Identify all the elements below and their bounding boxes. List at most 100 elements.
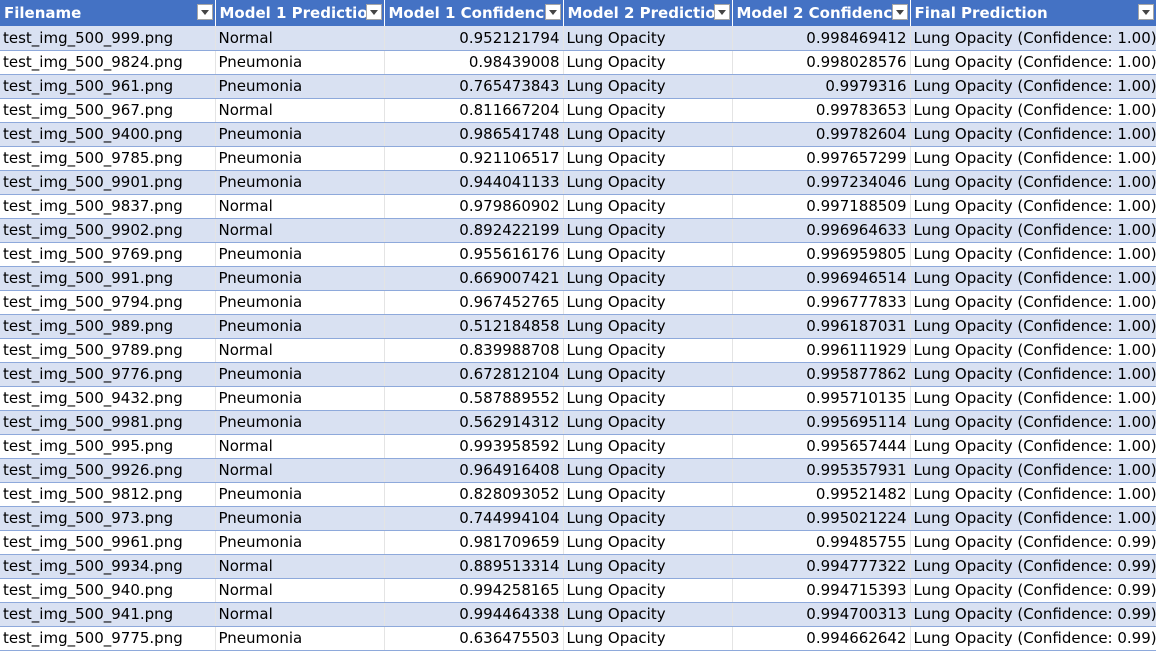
cell-model2-confidence[interactable]: 0.996959805 — [732, 242, 911, 267]
cell-filename[interactable]: test_img_500_995.png — [0, 434, 216, 459]
cell-model2-prediction[interactable]: Lung Opacity — [563, 458, 733, 483]
cell-model1-prediction[interactable]: Normal — [215, 578, 385, 603]
cell-model2-prediction[interactable]: Lung Opacity — [563, 74, 733, 99]
cell-model1-prediction[interactable]: Pneumonia — [215, 242, 385, 267]
cell-final-prediction[interactable]: Lung Opacity (Confidence: 0.99) — [910, 578, 1156, 603]
cell-model2-confidence[interactable]: 0.997188509 — [732, 194, 911, 219]
cell-final-prediction[interactable]: Lung Opacity (Confidence: 1.00) — [910, 410, 1156, 435]
cell-model1-confidence[interactable]: 0.562914312 — [384, 410, 564, 435]
cell-final-prediction[interactable]: Lung Opacity (Confidence: 1.00) — [910, 194, 1156, 219]
cell-final-prediction[interactable]: Lung Opacity (Confidence: 1.00) — [910, 506, 1156, 531]
cell-final-prediction[interactable]: Lung Opacity (Confidence: 1.00) — [910, 26, 1156, 51]
cell-filename[interactable]: test_img_500_9837.png — [0, 194, 216, 219]
cell-model2-confidence[interactable]: 0.995877862 — [732, 362, 911, 387]
cell-model2-prediction[interactable]: Lung Opacity — [563, 578, 733, 603]
cell-model1-confidence[interactable]: 0.892422199 — [384, 218, 564, 243]
cell-filename[interactable]: test_img_500_9776.png — [0, 362, 216, 387]
cell-model1-prediction[interactable]: Normal — [215, 434, 385, 459]
header-model1-prediction[interactable]: Model 1 Prediction — [215, 0, 385, 26]
cell-filename[interactable]: test_img_500_973.png — [0, 506, 216, 531]
header-final-prediction[interactable]: Final Prediction — [910, 0, 1156, 26]
cell-filename[interactable]: test_img_500_9934.png — [0, 554, 216, 579]
cell-model1-prediction[interactable]: Normal — [215, 602, 385, 627]
cell-model1-confidence[interactable]: 0.669007421 — [384, 266, 564, 291]
cell-model2-prediction[interactable]: Lung Opacity — [563, 506, 733, 531]
cell-model1-confidence[interactable]: 0.964916408 — [384, 458, 564, 483]
cell-model2-confidence[interactable]: 0.997657299 — [732, 146, 911, 171]
cell-final-prediction[interactable]: Lung Opacity (Confidence: 1.00) — [910, 338, 1156, 363]
cell-model1-confidence[interactable]: 0.811667204 — [384, 98, 564, 123]
cell-model2-confidence[interactable]: 0.995710135 — [732, 386, 911, 411]
cell-final-prediction[interactable]: Lung Opacity (Confidence: 1.00) — [910, 98, 1156, 123]
cell-model1-confidence[interactable]: 0.979860902 — [384, 194, 564, 219]
header-filename[interactable]: Filename — [0, 0, 216, 26]
cell-model1-prediction[interactable]: Normal — [215, 26, 385, 51]
cell-filename[interactable]: test_img_500_9961.png — [0, 530, 216, 555]
cell-model2-prediction[interactable]: Lung Opacity — [563, 170, 733, 195]
cell-model1-prediction[interactable]: Pneumonia — [215, 482, 385, 507]
cell-model2-confidence[interactable]: 0.996964633 — [732, 218, 911, 243]
cell-model2-prediction[interactable]: Lung Opacity — [563, 554, 733, 579]
cell-filename[interactable]: test_img_500_9769.png — [0, 242, 216, 267]
cell-model2-prediction[interactable]: Lung Opacity — [563, 482, 733, 507]
cell-filename[interactable]: test_img_500_999.png — [0, 26, 216, 51]
cell-model2-prediction[interactable]: Lung Opacity — [563, 50, 733, 75]
cell-model2-prediction[interactable]: Lung Opacity — [563, 338, 733, 363]
cell-model1-prediction[interactable]: Pneumonia — [215, 386, 385, 411]
cell-model1-prediction[interactable]: Pneumonia — [215, 266, 385, 291]
cell-model1-prediction[interactable]: Normal — [215, 458, 385, 483]
cell-filename[interactable]: test_img_500_9789.png — [0, 338, 216, 363]
cell-model1-prediction[interactable]: Pneumonia — [215, 170, 385, 195]
filter-dropdown-icon[interactable] — [713, 4, 730, 20]
cell-filename[interactable]: test_img_500_9775.png — [0, 626, 216, 651]
cell-model2-confidence[interactable]: 0.9979316 — [732, 74, 911, 99]
cell-filename[interactable]: test_img_500_9824.png — [0, 50, 216, 75]
cell-model1-confidence[interactable]: 0.512184858 — [384, 314, 564, 339]
cell-model2-prediction[interactable]: Lung Opacity — [563, 218, 733, 243]
cell-model2-confidence[interactable]: 0.997234046 — [732, 170, 911, 195]
cell-model1-prediction[interactable]: Pneumonia — [215, 530, 385, 555]
header-model2-confidence[interactable]: Model 2 Confidence — [732, 0, 911, 26]
cell-filename[interactable]: test_img_500_989.png — [0, 314, 216, 339]
cell-model1-confidence[interactable]: 0.889513314 — [384, 554, 564, 579]
cell-final-prediction[interactable]: Lung Opacity (Confidence: 0.99) — [910, 602, 1156, 627]
cell-model1-confidence[interactable]: 0.587889552 — [384, 386, 564, 411]
cell-filename[interactable]: test_img_500_9432.png — [0, 386, 216, 411]
cell-model1-confidence[interactable]: 0.993958592 — [384, 434, 564, 459]
cell-model2-confidence[interactable]: 0.994777322 — [732, 554, 911, 579]
cell-filename[interactable]: test_img_500_961.png — [0, 74, 216, 99]
cell-final-prediction[interactable]: Lung Opacity (Confidence: 1.00) — [910, 362, 1156, 387]
cell-final-prediction[interactable]: Lung Opacity (Confidence: 1.00) — [910, 146, 1156, 171]
cell-final-prediction[interactable]: Lung Opacity (Confidence: 1.00) — [910, 482, 1156, 507]
cell-model1-prediction[interactable]: Pneumonia — [215, 74, 385, 99]
cell-model2-prediction[interactable]: Lung Opacity — [563, 602, 733, 627]
cell-final-prediction[interactable]: Lung Opacity (Confidence: 0.99) — [910, 626, 1156, 651]
cell-model2-prediction[interactable]: Lung Opacity — [563, 194, 733, 219]
cell-final-prediction[interactable]: Lung Opacity (Confidence: 1.00) — [910, 458, 1156, 483]
cell-model2-prediction[interactable]: Lung Opacity — [563, 122, 733, 147]
cell-model1-confidence[interactable]: 0.98439008 — [384, 50, 564, 75]
cell-final-prediction[interactable]: Lung Opacity (Confidence: 1.00) — [910, 266, 1156, 291]
cell-model2-prediction[interactable]: Lung Opacity — [563, 242, 733, 267]
cell-model2-prediction[interactable]: Lung Opacity — [563, 314, 733, 339]
cell-model1-prediction[interactable]: Pneumonia — [215, 50, 385, 75]
cell-model1-prediction[interactable]: Pneumonia — [215, 410, 385, 435]
cell-model1-confidence[interactable]: 0.981709659 — [384, 530, 564, 555]
cell-model1-prediction[interactable]: Normal — [215, 194, 385, 219]
cell-model2-prediction[interactable]: Lung Opacity — [563, 530, 733, 555]
cell-model2-prediction[interactable]: Lung Opacity — [563, 626, 733, 651]
cell-model1-prediction[interactable]: Pneumonia — [215, 314, 385, 339]
cell-model1-prediction[interactable]: Pneumonia — [215, 146, 385, 171]
cell-model1-prediction[interactable]: Pneumonia — [215, 626, 385, 651]
cell-model1-confidence[interactable]: 0.744994104 — [384, 506, 564, 531]
cell-final-prediction[interactable]: Lung Opacity (Confidence: 1.00) — [910, 314, 1156, 339]
cell-final-prediction[interactable]: Lung Opacity (Confidence: 1.00) — [910, 122, 1156, 147]
cell-model1-confidence[interactable]: 0.921106517 — [384, 146, 564, 171]
cell-filename[interactable]: test_img_500_9902.png — [0, 218, 216, 243]
cell-model2-confidence[interactable]: 0.996777833 — [732, 290, 911, 315]
filter-dropdown-icon[interactable] — [544, 4, 561, 20]
cell-model1-prediction[interactable]: Pneumonia — [215, 362, 385, 387]
cell-model1-prediction[interactable]: Normal — [215, 554, 385, 579]
cell-final-prediction[interactable]: Lung Opacity (Confidence: 1.00) — [910, 50, 1156, 75]
cell-model2-prediction[interactable]: Lung Opacity — [563, 410, 733, 435]
